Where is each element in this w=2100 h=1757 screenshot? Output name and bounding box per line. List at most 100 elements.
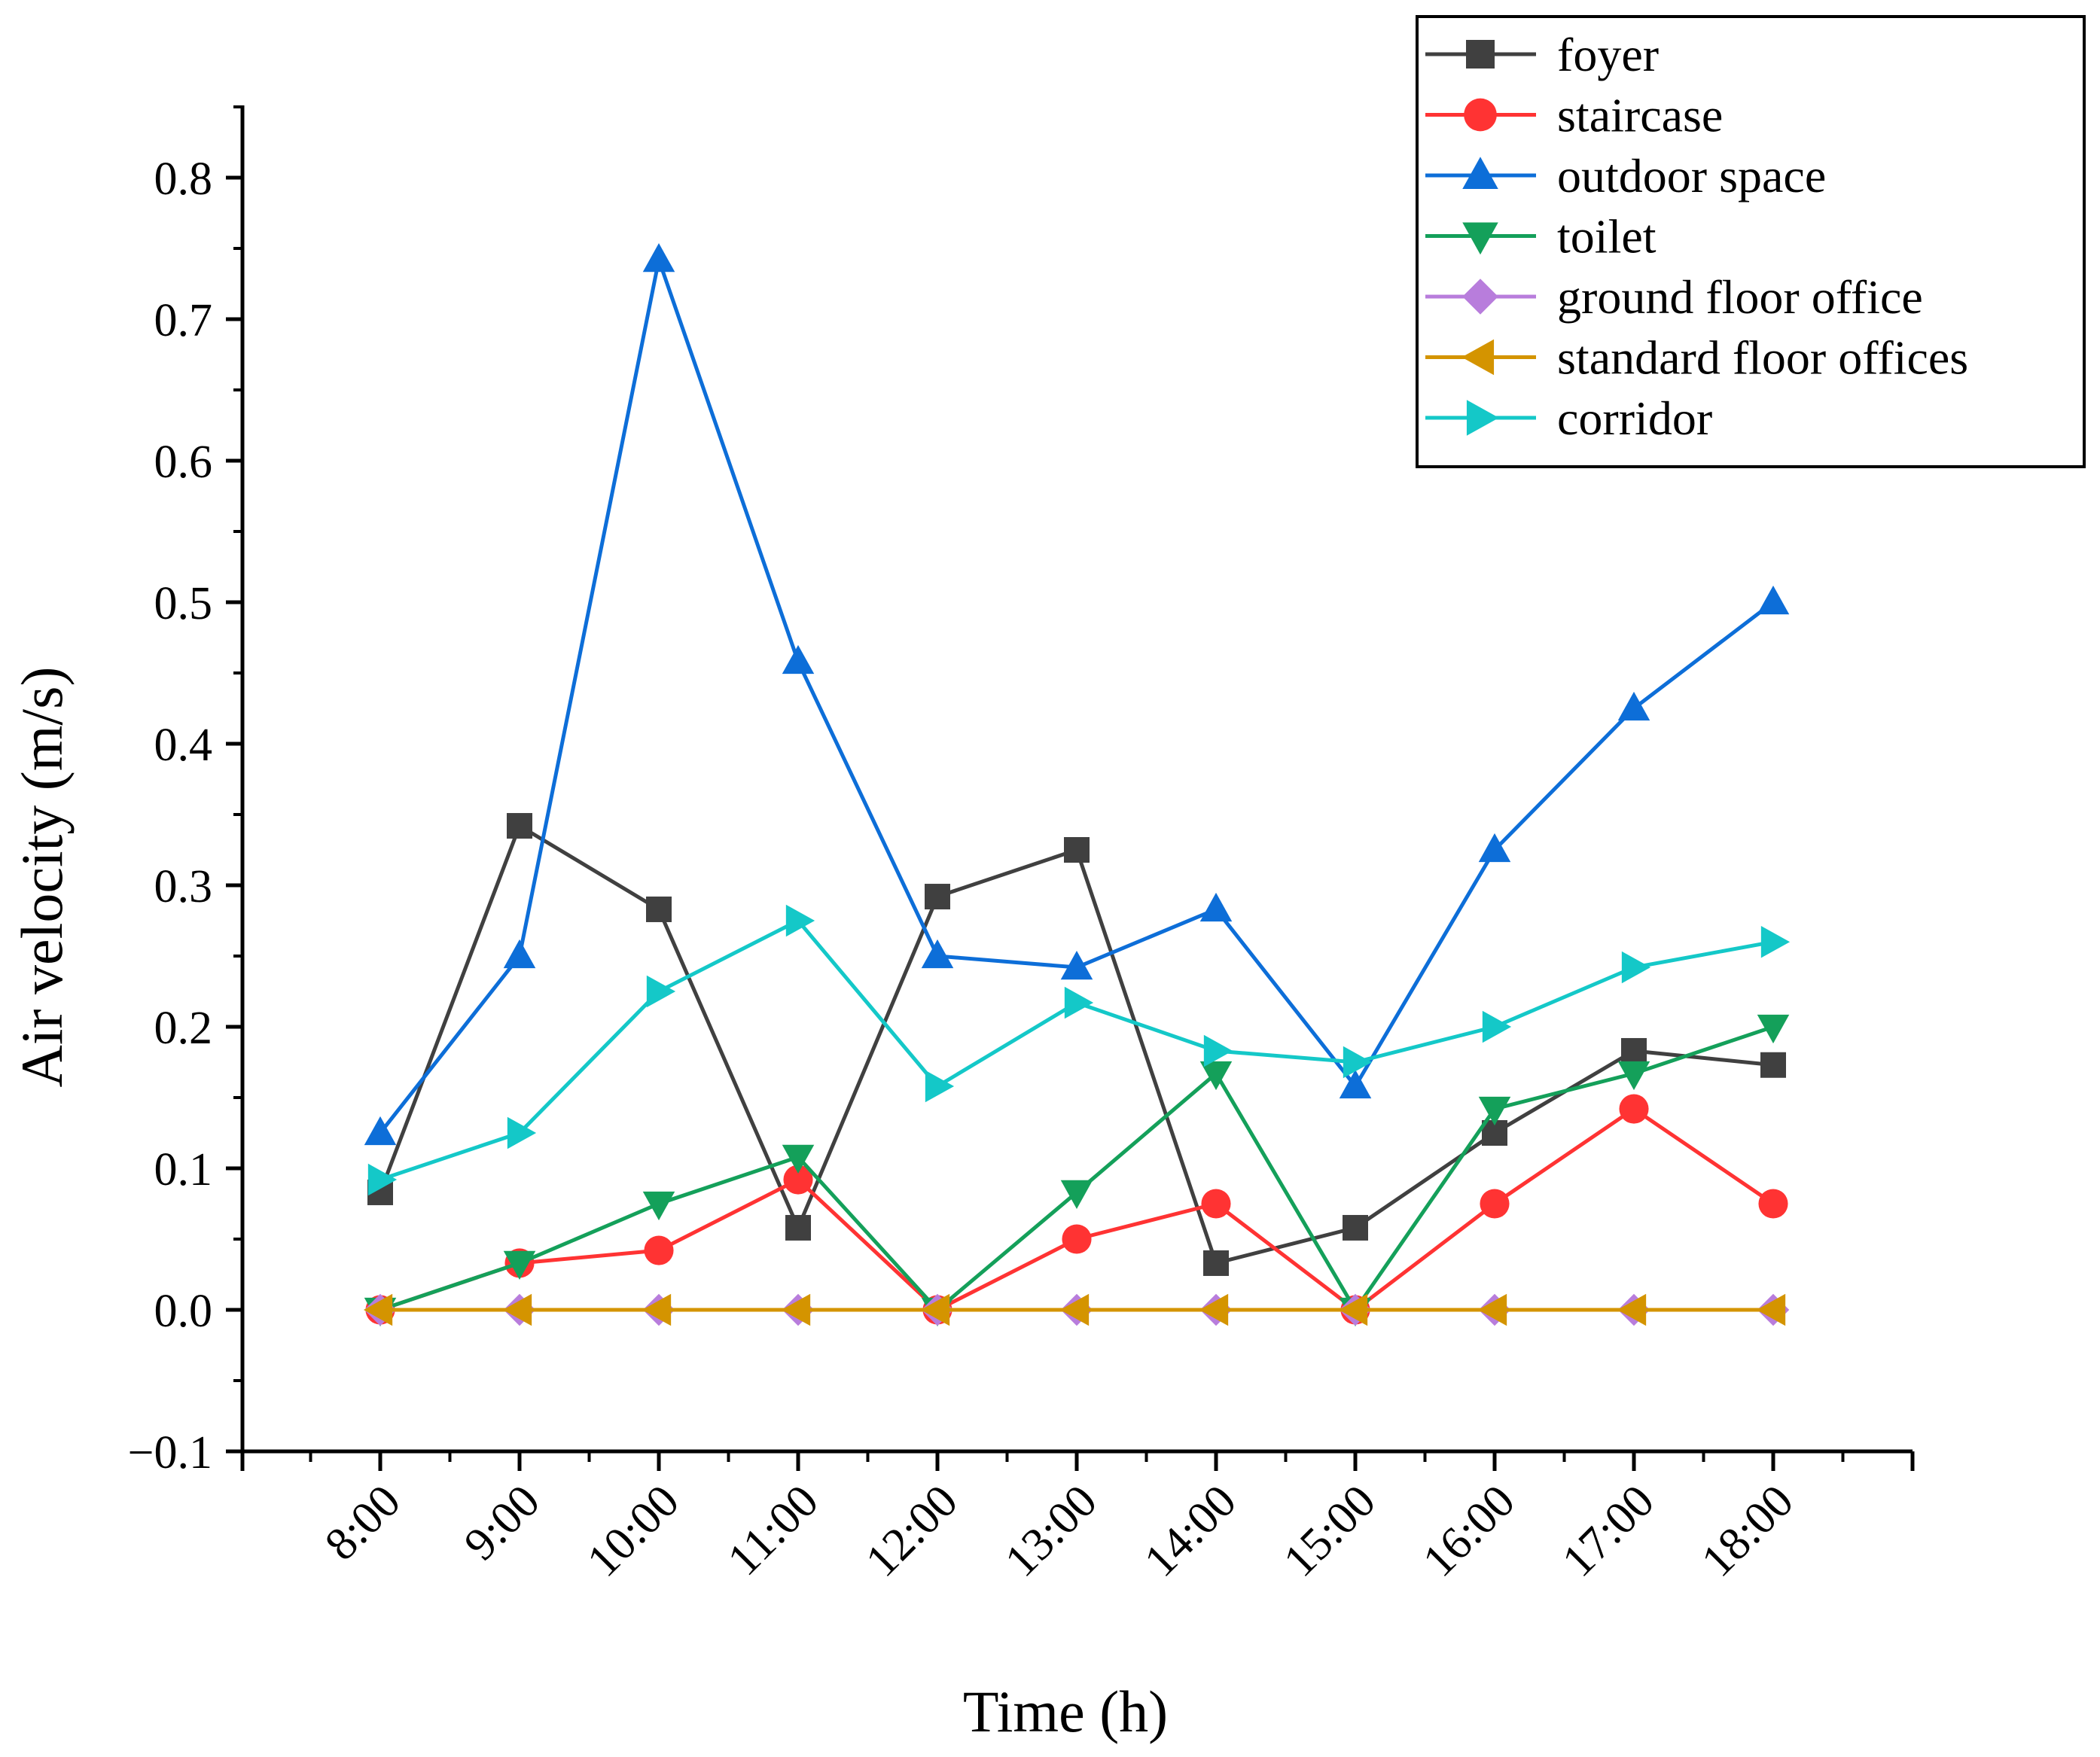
x-tick-label: 8:00 <box>315 1475 410 1570</box>
data-point-outdoor-space <box>503 939 536 969</box>
data-point-foyer <box>925 884 950 910</box>
legend-label-foyer: foyer <box>1557 28 1659 81</box>
data-point-toilet <box>503 1250 536 1280</box>
data-point-staircase <box>1758 1189 1788 1219</box>
x-tick-label: 14:00 <box>1135 1475 1246 1587</box>
data-point-staircase <box>644 1235 674 1265</box>
data-point-standard-floor-offices <box>363 1293 393 1326</box>
data-point-foyer <box>1203 1250 1229 1276</box>
data-point-staircase <box>1619 1094 1649 1124</box>
data-point-corridor <box>367 1163 398 1196</box>
series-staircase <box>365 1094 1788 1325</box>
series-line-toilet <box>379 1025 1774 1312</box>
data-point-standard-floor-offices <box>1756 1293 1786 1326</box>
y-tick-label: −0.1 <box>128 1427 212 1478</box>
legend-marker-corridor <box>1466 400 1499 436</box>
data-point-outdoor-space <box>1617 691 1650 721</box>
series-toilet <box>364 1014 1790 1327</box>
series-corridor <box>367 904 1791 1196</box>
data-point-toilet <box>1478 1096 1511 1126</box>
x-tick-label: 10:00 <box>578 1475 689 1587</box>
legend-marker-ground-floor-office <box>1462 279 1498 315</box>
data-point-foyer <box>785 1214 811 1241</box>
x-tick-label: 16:00 <box>1413 1475 1525 1587</box>
series-standard-floor-offices <box>363 1293 1786 1326</box>
y-tick-label: 0.4 <box>154 720 213 771</box>
y-tick-label: 0.5 <box>154 578 213 629</box>
legend-label-outdoor-space: outdoor space <box>1557 149 1826 202</box>
data-point-toilet <box>1199 1061 1233 1091</box>
legend-marker-foyer <box>1466 40 1495 69</box>
data-point-staircase <box>1201 1189 1231 1219</box>
data-point-corridor <box>785 904 815 937</box>
y-axis-title: Air velocity (m/s) <box>9 667 75 1088</box>
data-point-corridor <box>1343 1046 1373 1079</box>
data-point-foyer <box>1064 837 1090 863</box>
x-tick-label: 15:00 <box>1274 1475 1385 1587</box>
y-tick-label: 0.6 <box>154 437 213 488</box>
y-tick-label: 0.7 <box>154 295 213 346</box>
legend-label-standard-floor-offices: standard floor offices <box>1557 331 1968 385</box>
legend-marker-toilet <box>1462 222 1498 255</box>
data-point-standard-floor-offices <box>1477 1293 1507 1326</box>
data-point-toilet <box>1617 1061 1650 1091</box>
data-point-standard-floor-offices <box>1199 1293 1229 1326</box>
legend-label-ground-floor-office: ground floor office <box>1557 270 1923 324</box>
data-point-corridor <box>1064 986 1094 1019</box>
data-point-standard-floor-offices <box>1617 1293 1647 1326</box>
legend-label-staircase: staircase <box>1557 89 1723 142</box>
data-point-standard-floor-offices <box>1059 1293 1090 1326</box>
series-layer <box>363 242 1791 1327</box>
data-point-standard-floor-offices <box>502 1293 532 1326</box>
data-point-foyer <box>1343 1214 1368 1241</box>
x-tick-label: 12:00 <box>856 1475 968 1587</box>
data-point-outdoor-space <box>1339 1069 1372 1099</box>
data-point-standard-floor-offices <box>920 1293 950 1326</box>
x-tick-label: 13:00 <box>995 1475 1107 1587</box>
data-point-outdoor-space <box>921 939 954 969</box>
data-point-outdoor-space <box>1060 950 1093 980</box>
y-tick-label: 0.3 <box>154 861 213 912</box>
data-point-corridor <box>646 975 676 1008</box>
data-point-foyer <box>507 813 532 839</box>
data-point-corridor <box>1760 925 1791 958</box>
data-point-toilet <box>782 1144 815 1174</box>
legend-box <box>1416 15 2086 468</box>
data-point-toilet <box>642 1191 675 1221</box>
x-tick-label: 9:00 <box>455 1475 550 1570</box>
data-point-standard-floor-offices <box>781 1293 811 1326</box>
y-tick-label: 0.1 <box>154 1144 213 1195</box>
data-point-outdoor-space <box>1757 585 1790 615</box>
series-line-staircase <box>379 1107 1775 1312</box>
data-point-toilet <box>1757 1014 1790 1044</box>
data-point-corridor <box>1482 1010 1512 1043</box>
data-point-standard-floor-offices <box>1338 1293 1368 1326</box>
legend-label-corridor: corridor <box>1557 391 1712 445</box>
x-tick-label: 17:00 <box>1553 1475 1664 1587</box>
y-tick-label: 0.0 <box>154 1286 213 1337</box>
data-point-staircase <box>783 1165 813 1195</box>
series-outdoor-space <box>364 242 1790 1146</box>
data-point-staircase <box>1480 1189 1510 1219</box>
data-point-corridor <box>507 1116 537 1150</box>
data-point-foyer <box>1760 1052 1786 1078</box>
x-tick-label: 11:00 <box>718 1475 828 1585</box>
data-point-outdoor-space <box>364 1116 397 1146</box>
data-point-corridor <box>1203 1034 1233 1067</box>
data-point-foyer <box>1621 1037 1647 1064</box>
data-point-staircase <box>1062 1224 1092 1254</box>
data-point-outdoor-space <box>642 242 675 273</box>
y-tick-label: 0.2 <box>154 1003 213 1054</box>
legend-marker-standard-floor-offices <box>1461 339 1495 376</box>
data-point-toilet <box>1060 1180 1093 1210</box>
legend-marker-staircase <box>1464 98 1497 132</box>
data-point-outdoor-space <box>1478 833 1511 863</box>
legend-label-toilet: toilet <box>1557 210 1657 263</box>
legend-marker-outdoor-space <box>1462 157 1498 190</box>
data-point-corridor <box>925 1070 955 1103</box>
y-tick-label: 0.8 <box>154 154 213 205</box>
series-foyer <box>367 813 1786 1276</box>
x-tick-label: 18:00 <box>1692 1475 1803 1587</box>
legend: foyer staircase outdoor space toilet ground … <box>1416 15 2086 468</box>
